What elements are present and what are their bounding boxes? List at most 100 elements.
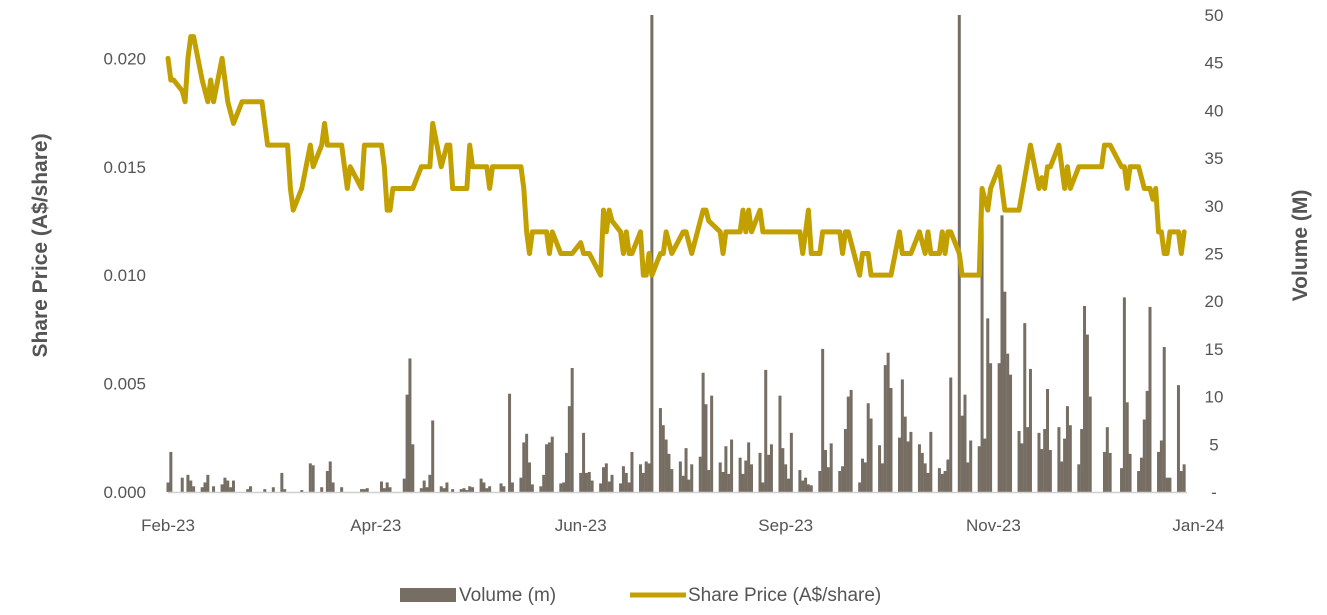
x-axis-tick-labels: Feb-23 Apr-23 Jun-23 Sep-23 Nov-23 Jan-24 bbox=[141, 516, 1224, 535]
volume-bar bbox=[308, 463, 312, 492]
volume-bar bbox=[1023, 323, 1027, 492]
volume-bar bbox=[909, 431, 913, 492]
volume-bar bbox=[385, 482, 389, 492]
volume-bar bbox=[411, 444, 415, 492]
volume-bar bbox=[582, 432, 586, 492]
volume-bar bbox=[607, 481, 611, 492]
volume-bar bbox=[949, 377, 953, 492]
volume-bar bbox=[180, 477, 184, 492]
volume-bar bbox=[1028, 368, 1032, 492]
y-axis-title: Share Price (A$/share) bbox=[29, 133, 52, 357]
volume-bar bbox=[687, 479, 691, 492]
y2-tick-label: 40 bbox=[1205, 101, 1224, 120]
volume-bar bbox=[604, 463, 608, 492]
volume-bar bbox=[1037, 432, 1041, 492]
volume-bar bbox=[300, 490, 304, 492]
volume-bar bbox=[900, 379, 904, 492]
volume-bar bbox=[880, 463, 884, 492]
y2-tick-label: 45 bbox=[1205, 54, 1224, 73]
volume-bar bbox=[499, 483, 503, 492]
volume-bar bbox=[445, 482, 449, 492]
volume-bar bbox=[564, 452, 568, 492]
volume-bar bbox=[1159, 440, 1163, 492]
volume-bar bbox=[801, 480, 805, 492]
x-tick-label: Jan-24 bbox=[1172, 516, 1224, 535]
volume-bar bbox=[1088, 396, 1092, 492]
x-tick-label: Apr-23 bbox=[350, 516, 401, 535]
volume-bar bbox=[547, 442, 551, 492]
volume-bar bbox=[758, 452, 762, 492]
volume-bar bbox=[192, 486, 196, 492]
volume-bar bbox=[482, 482, 486, 492]
y-axis-tick-labels: 0.000 0.005 0.010 0.015 0.020 bbox=[103, 49, 146, 502]
volume-bar bbox=[664, 439, 668, 492]
volume-bar bbox=[587, 471, 591, 492]
volume-bar bbox=[784, 464, 788, 492]
volume-bar bbox=[550, 436, 554, 492]
volume-bar bbox=[809, 485, 813, 492]
volume-bar bbox=[1105, 427, 1109, 492]
volume-bar bbox=[328, 461, 332, 492]
y2-tick-label: 50 bbox=[1205, 6, 1224, 25]
volume-bar bbox=[898, 437, 902, 492]
volume-bar bbox=[545, 444, 549, 492]
x-tick-label: Feb-23 bbox=[141, 516, 195, 535]
volume-bar bbox=[1182, 464, 1186, 492]
volume-bar bbox=[1040, 449, 1044, 492]
x-tick-label: Nov-23 bbox=[966, 516, 1021, 535]
volume-bar bbox=[388, 487, 392, 492]
volume-bar bbox=[787, 478, 791, 492]
volume-bar bbox=[804, 477, 808, 492]
volume-bar bbox=[903, 416, 907, 492]
volume-bar bbox=[360, 489, 364, 492]
volume-bar bbox=[923, 463, 927, 492]
volume-bar bbox=[1020, 443, 1024, 492]
volume-bar bbox=[824, 450, 828, 492]
volume-bar bbox=[610, 474, 614, 492]
volume-bar bbox=[212, 486, 216, 492]
volume-bar bbox=[311, 465, 315, 492]
volume-bar bbox=[530, 484, 534, 492]
volume-bar bbox=[283, 489, 287, 492]
volume-bar bbox=[789, 432, 793, 492]
volume-bar bbox=[428, 474, 432, 492]
volume-bar bbox=[667, 453, 671, 492]
volume-bar bbox=[1165, 477, 1169, 492]
volume-bar bbox=[866, 403, 870, 492]
volume-bar bbox=[781, 448, 785, 492]
volume-bar bbox=[639, 464, 642, 492]
volume-bar bbox=[946, 459, 950, 492]
volume-bar bbox=[778, 395, 782, 492]
volume-bar bbox=[280, 472, 284, 492]
volume-bar bbox=[641, 472, 645, 492]
volume-bar bbox=[644, 461, 648, 492]
volume-bar bbox=[1065, 406, 1069, 492]
volume-bar bbox=[1145, 390, 1149, 492]
volume-bar bbox=[906, 441, 910, 492]
y-tick-label: 0.000 bbox=[103, 483, 146, 502]
y2-tick-label: - bbox=[1211, 483, 1217, 502]
volume-bar bbox=[559, 483, 563, 492]
volume-bar bbox=[826, 467, 830, 492]
volume-bar bbox=[1148, 306, 1152, 492]
volume-bar bbox=[459, 489, 463, 492]
volume-bar bbox=[738, 457, 742, 492]
volume-bar bbox=[382, 488, 386, 492]
volume-bar bbox=[567, 406, 571, 492]
volume-bar bbox=[624, 472, 628, 492]
volume-bar bbox=[684, 448, 688, 492]
volume-bar bbox=[678, 461, 682, 492]
volume-bar bbox=[186, 474, 190, 492]
volume-bar bbox=[539, 486, 543, 492]
volume-bar bbox=[747, 442, 751, 492]
volume-bar bbox=[858, 482, 862, 492]
volume-bar bbox=[698, 456, 702, 492]
volume-bar bbox=[1068, 425, 1072, 492]
volume-bar bbox=[231, 480, 235, 492]
volume-bar bbox=[584, 472, 588, 492]
volume-bar bbox=[451, 489, 455, 492]
volume-bar bbox=[246, 489, 250, 492]
volume-bar bbox=[1122, 297, 1126, 492]
volume-bar bbox=[325, 471, 329, 492]
